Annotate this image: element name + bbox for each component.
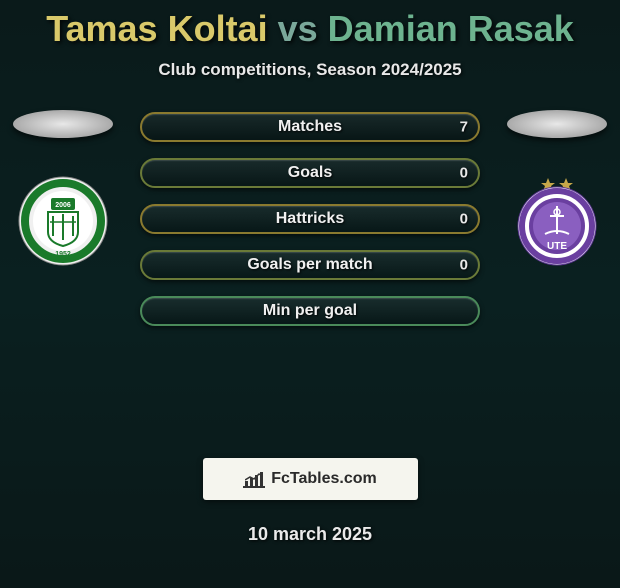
- page-title: Tamas Koltai vs Damian Rasak: [0, 8, 620, 50]
- brand-box[interactable]: FcTables.com: [203, 458, 418, 500]
- stat-row: Goals per match 0: [140, 250, 480, 280]
- chart-icon: [243, 470, 265, 488]
- stat-label: Goals per match: [247, 256, 372, 274]
- player1-club-badge: 2006 1952: [18, 176, 108, 266]
- player-right-column: UTE: [502, 110, 612, 266]
- player2-club-badge: UTE: [512, 176, 602, 266]
- stat-row: Goals 0: [140, 158, 480, 188]
- subtitle: Club competitions, Season 2024/2025: [0, 60, 620, 80]
- stat-label: Matches: [278, 118, 342, 136]
- brand-text: FcTables.com: [271, 470, 377, 488]
- stat-value-right: 0: [460, 165, 468, 182]
- player1-avatar-placeholder: [13, 110, 113, 138]
- stat-value-right: 7: [460, 119, 468, 136]
- badge-year-top: 2006: [55, 202, 71, 209]
- badge-year-bottom: 1952: [55, 251, 71, 258]
- stat-value-right: 0: [460, 211, 468, 228]
- player2-avatar-placeholder: [507, 110, 607, 138]
- badge-text: UTE: [547, 241, 567, 252]
- stat-label: Min per goal: [263, 302, 357, 320]
- vs-text: vs: [278, 8, 318, 49]
- stat-label: Hattricks: [276, 210, 344, 228]
- date-text: 10 march 2025: [0, 524, 620, 545]
- stats-list: Matches 7 Goals 0 Hattricks 0 Goals per match 0…: [140, 112, 480, 342]
- stat-row: Matches 7: [140, 112, 480, 142]
- player-left-column: 2006 1952: [8, 110, 118, 266]
- stat-row: Min per goal: [140, 296, 480, 326]
- player2-name: Damian Rasak: [328, 8, 574, 49]
- stat-label: Goals: [288, 164, 332, 182]
- content-area: 2006 1952 UTE: [0, 110, 620, 450]
- stat-value-right: 0: [460, 257, 468, 274]
- stat-row: Hattricks 0: [140, 204, 480, 234]
- player1-name: Tamas Koltai: [46, 8, 267, 49]
